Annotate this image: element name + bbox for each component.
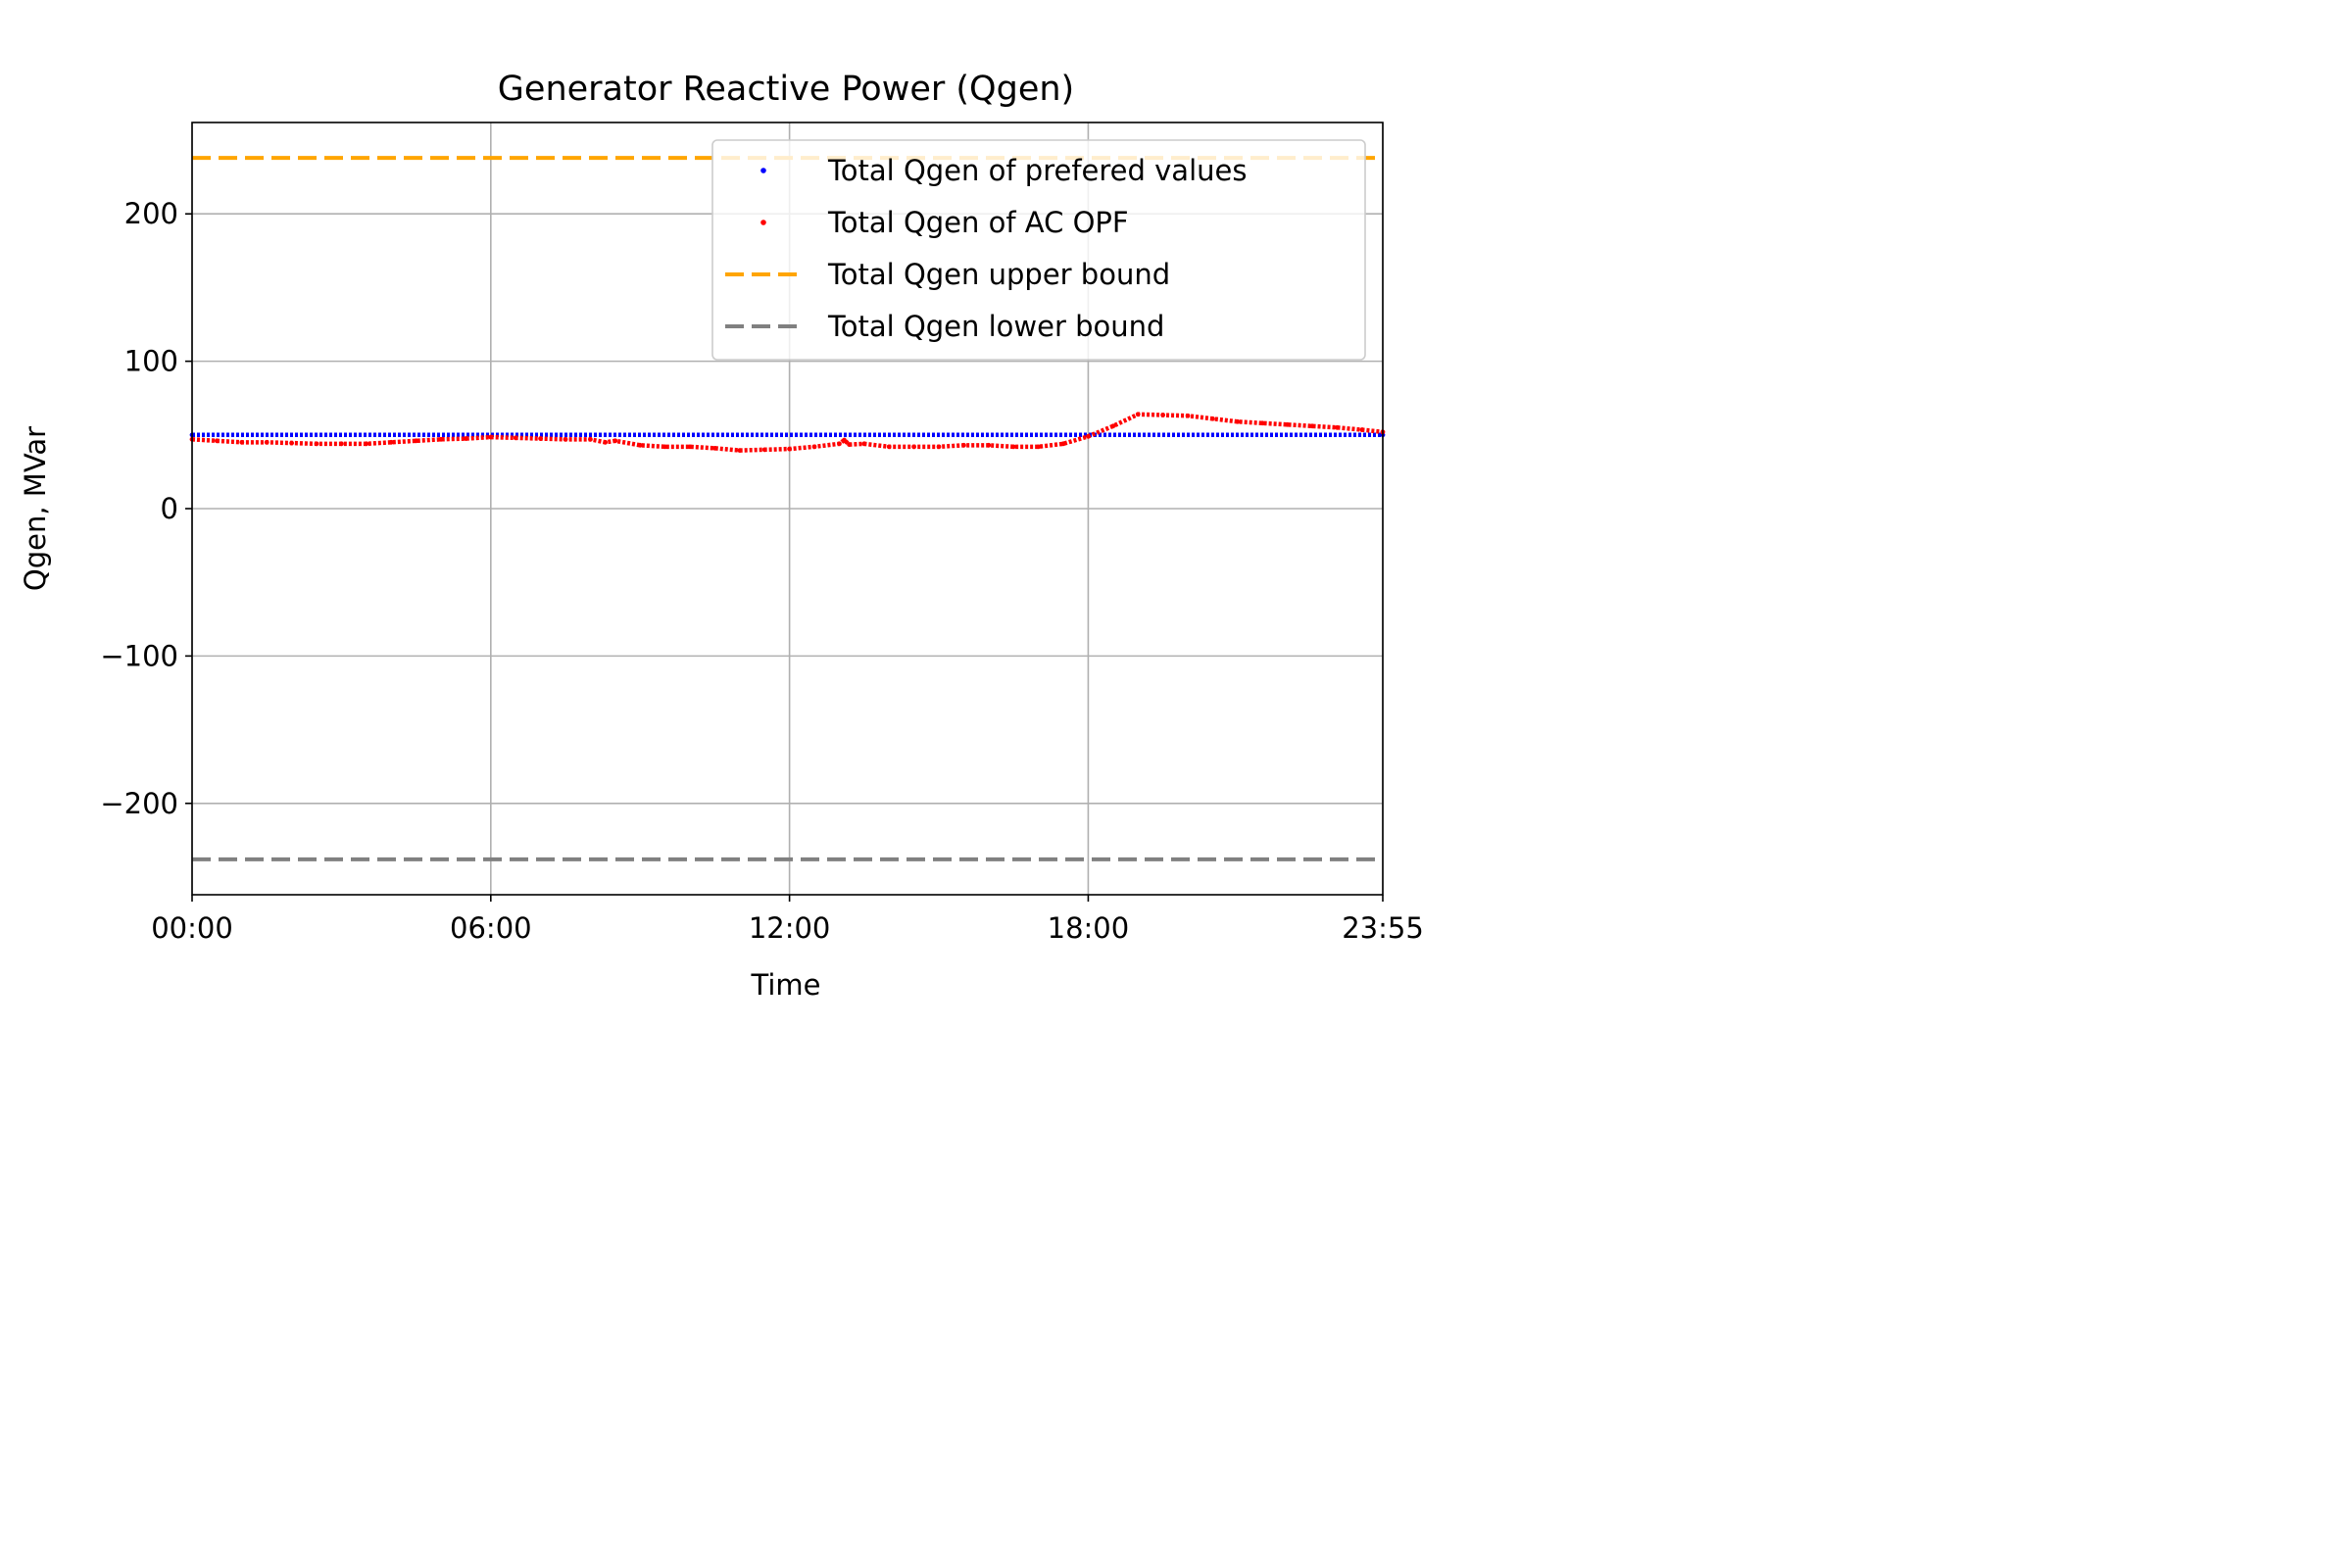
x-axis-label: Time bbox=[751, 968, 821, 1002]
legend: Total Qgen of prefered values Total Qgen … bbox=[711, 139, 1366, 361]
data-point bbox=[961, 442, 966, 448]
chart-container: 00:00 06:00 12:00 18:00 23:55 200 100 0 −100 −200… bbox=[0, 0, 1537, 1024]
x-tick-label: 18:00 bbox=[1048, 911, 1130, 945]
data-point bbox=[1309, 423, 1315, 429]
data-point bbox=[563, 436, 568, 442]
data-point bbox=[538, 436, 544, 441]
data-point bbox=[1060, 441, 1066, 447]
data-point bbox=[1335, 424, 1340, 430]
data-point bbox=[603, 439, 609, 445]
data-point bbox=[1010, 444, 1016, 450]
data-point bbox=[637, 442, 643, 448]
series-layer bbox=[189, 156, 1386, 861]
data-point bbox=[1359, 427, 1365, 432]
data-point bbox=[847, 442, 852, 447]
data-point bbox=[1036, 444, 1042, 450]
data-point bbox=[339, 441, 344, 447]
data-point bbox=[414, 438, 419, 444]
data-point bbox=[264, 439, 270, 445]
data-point bbox=[1135, 412, 1141, 417]
data-point bbox=[1086, 433, 1091, 439]
x-tick-label: 00:00 bbox=[151, 911, 233, 945]
data-point bbox=[1110, 423, 1116, 429]
data-point bbox=[1285, 421, 1291, 427]
data-point bbox=[1259, 420, 1265, 426]
legend-marker bbox=[760, 168, 766, 173]
legend-label: Total Qgen upper bound bbox=[827, 258, 1170, 291]
data-point bbox=[1185, 413, 1191, 418]
line-chart: 00:00 06:00 12:00 18:00 23:55 200 100 0 −100 −200… bbox=[19, 70, 1424, 1002]
data-point bbox=[1210, 416, 1215, 421]
data-point bbox=[239, 439, 245, 445]
data-point bbox=[911, 444, 917, 450]
data-point bbox=[787, 446, 793, 452]
data-point bbox=[513, 435, 518, 441]
data-point bbox=[364, 441, 369, 447]
data-point bbox=[488, 434, 494, 440]
data-point bbox=[388, 439, 394, 445]
data-point bbox=[314, 441, 319, 447]
chart-title: Generator Reactive Power (Qgen) bbox=[498, 70, 1074, 109]
data-point bbox=[662, 444, 668, 450]
data-point bbox=[289, 440, 295, 446]
y-axis-label: Qgen, MVar bbox=[19, 426, 52, 591]
data-point bbox=[936, 444, 942, 450]
y-tick-label: 100 bbox=[124, 345, 178, 378]
data-point bbox=[464, 436, 468, 441]
data-point bbox=[886, 444, 892, 450]
x-tick-label: 12:00 bbox=[749, 911, 831, 945]
data-point bbox=[986, 442, 992, 448]
x-tick-label: 23:55 bbox=[1342, 911, 1424, 945]
data-point bbox=[842, 437, 847, 443]
y-tick-label: −100 bbox=[100, 639, 178, 672]
legend-marker bbox=[760, 220, 766, 225]
legend-label: Total Qgen of AC OPF bbox=[827, 206, 1129, 239]
data-point bbox=[1160, 413, 1166, 417]
y-tick-label: 0 bbox=[161, 492, 178, 525]
y-tick-label: 200 bbox=[124, 197, 178, 230]
data-point bbox=[687, 444, 693, 450]
data-point bbox=[612, 438, 618, 444]
data-point bbox=[588, 436, 593, 442]
y-tick-label: −200 bbox=[100, 787, 178, 820]
legend-box bbox=[711, 139, 1366, 361]
data-point bbox=[438, 436, 444, 442]
data-point bbox=[1235, 418, 1241, 424]
axis-ticks: 00:00 06:00 12:00 18:00 23:55 200 100 0 −100 −200 bbox=[100, 197, 1423, 945]
legend-label: Total Qgen of prefered values bbox=[827, 154, 1247, 187]
data-point bbox=[737, 448, 743, 453]
data-point bbox=[712, 445, 717, 451]
data-point bbox=[215, 438, 220, 444]
x-tick-label: 06:00 bbox=[450, 911, 532, 945]
data-point bbox=[861, 441, 867, 447]
series-line bbox=[191, 412, 1384, 453]
data-point bbox=[837, 441, 842, 447]
legend-label: Total Qgen lower bound bbox=[827, 310, 1164, 343]
data-point bbox=[761, 447, 767, 453]
data-point bbox=[811, 444, 817, 450]
